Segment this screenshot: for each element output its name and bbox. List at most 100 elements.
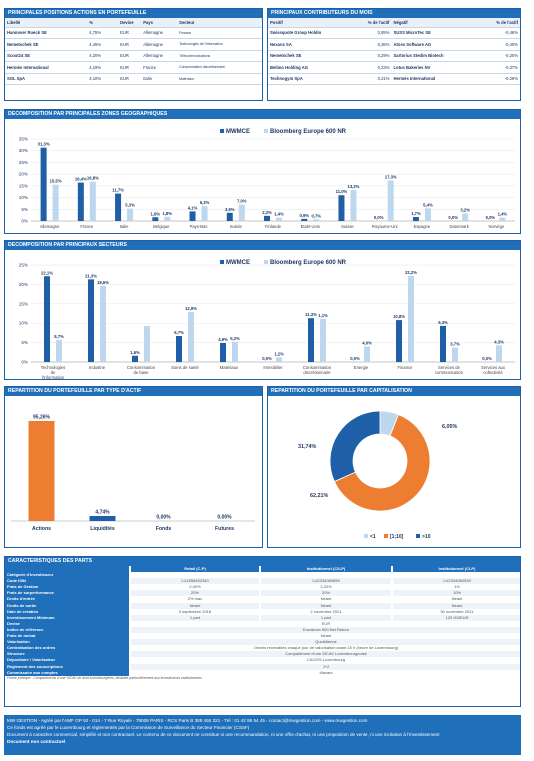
y-tick-label: 5% xyxy=(21,340,28,345)
table-cell: Belimo Holding AG xyxy=(268,61,354,74)
column-header: Institutionnel (CI-P) xyxy=(393,566,520,573)
bar xyxy=(164,216,171,221)
row-label: Valorisation xyxy=(5,639,129,646)
bar xyxy=(424,208,431,221)
cap-chart-panel: REPARTITION DU PORTEFEUILLE PAR CAPITALI… xyxy=(267,386,521,548)
geo-chart-title: DECOMPOSITION PAR PRINCIPALES ZONES GEOG… xyxy=(5,110,520,119)
table-row: Nemetschek SE 4,45% EUR Allemagne Technologi… xyxy=(5,38,262,51)
characteristics-title: CARACTERISTIQUES DES PARTS xyxy=(5,557,520,566)
x-tick-label: Belgique xyxy=(153,224,170,229)
row-label: Frais de Gestion xyxy=(5,584,129,591)
data-label: 11,0% xyxy=(336,189,348,194)
table-cell: 1% xyxy=(454,584,460,590)
bar xyxy=(152,217,159,221)
legend-swatch xyxy=(220,129,224,133)
bar xyxy=(364,346,370,362)
bar xyxy=(232,341,238,362)
contributors-table: Positif% de l'actif Négatif% de l'actif S… xyxy=(268,18,520,85)
bar xyxy=(440,325,446,362)
legend-label: <1 xyxy=(370,534,376,540)
table-cell: 20% xyxy=(131,590,259,597)
table-row: Dépositaire / Valorisateur CACEIS Luxembo… xyxy=(5,657,520,664)
table-row: Indice de référence Eurostoxx 600 Net Ret… xyxy=(5,626,520,634)
table-cell: Eurostoxx 600 Net Return xyxy=(131,626,520,634)
data-label: 0,0% xyxy=(262,356,272,361)
legend-label: [1;10] xyxy=(390,534,404,540)
table-cell: Hermès International xyxy=(5,61,88,74)
row-label: Droits d'entrée xyxy=(5,596,129,603)
table-cell: Compartiment d'une SICAV Luxembourgeoise xyxy=(131,651,520,658)
column-header: Libellé xyxy=(5,18,88,28)
y-tick-label: 20% xyxy=(19,282,28,287)
x-tick-label: discrétionnaire xyxy=(303,370,331,375)
row-label: Centralisation des ordres xyxy=(5,645,129,652)
data-label: 19,6% xyxy=(97,280,109,285)
x-tick-label: de base xyxy=(134,370,150,375)
data-label: 62,21% xyxy=(310,493,328,499)
bar xyxy=(56,339,62,362)
table-row: Frais de Gestion 2,00% 2,20% 1% xyxy=(5,584,520,591)
top-positions-title: PRINCIPALES POSITIONS ACTIONS EN PORTEFE… xyxy=(5,9,262,18)
table-cell: 4,10% xyxy=(87,73,119,85)
x-tick-label: Industrie xyxy=(89,365,106,370)
data-label: 1,1% xyxy=(318,313,328,318)
data-label: 0,9% xyxy=(299,213,309,218)
x-tick-label: Espagne xyxy=(414,224,431,229)
top-positions-table: Libellé% Devise Pays Secteur Hannover Rueck… xyxy=(5,18,262,85)
table-row: Frais de surperformance 20% 20% 10% xyxy=(5,590,520,597)
table-row: Technogym SpA 0,21% Hermès International -0… xyxy=(268,73,520,85)
table-cell: Lotus Bakeries NV xyxy=(391,61,478,74)
table-cell: 125 000EUR xyxy=(393,614,520,621)
bar xyxy=(89,181,96,221)
table-cell: EUR xyxy=(118,50,142,62)
bar xyxy=(350,190,357,221)
bar xyxy=(100,285,106,362)
table-row: Swissquote Group Holdin 0,85% SUSS MicroTe… xyxy=(268,27,520,39)
legend-swatch xyxy=(384,534,388,538)
bar xyxy=(132,355,138,362)
data-label: 0,7% xyxy=(311,213,321,218)
table-cell: 3 septembre 2018 xyxy=(178,608,212,614)
data-label: 0,0% xyxy=(482,356,492,361)
table-cell: 4,19% xyxy=(87,61,119,74)
y-tick-label: 25% xyxy=(19,263,28,268)
data-label: 0,0% xyxy=(350,356,360,361)
bar xyxy=(77,182,84,221)
x-tick-label: Actions xyxy=(32,526,51,532)
table-cell: 4,20% xyxy=(87,50,119,62)
x-tick-label: Finlande xyxy=(265,224,282,229)
x-tick-label: Danemark xyxy=(449,224,469,229)
geo-chart: 0% 5% 10% 15% 20% 25% 30% 35% MWMCE Bloomberg Eur… xyxy=(19,129,515,229)
legend-label: >10 xyxy=(422,534,431,540)
footer: MW GESTION - Agréé par l'AMF GP 92 - 014… xyxy=(4,715,521,755)
data-label: 6,05% xyxy=(442,424,457,430)
asset-chart-title: REPARTITION DU PORTEFEUILLE PAR TYPE D'A… xyxy=(5,387,262,396)
table-cell: 0,21% xyxy=(353,73,392,85)
bar xyxy=(127,208,134,221)
table-cell: EUR xyxy=(321,620,331,626)
sector-chart-panel: DECOMPOSITION PAR PRINCIPAUX SECTEURS 0%… xyxy=(4,240,521,380)
table-cell: J+2 xyxy=(131,663,520,670)
legend-swatch xyxy=(416,534,420,538)
data-label: 4,74% xyxy=(95,510,110,516)
table-cell: 30 novembre 2021 xyxy=(440,608,474,614)
table-cell: LU1858452340 xyxy=(131,578,259,585)
row-label: Droits de sortie xyxy=(5,602,129,609)
table-cell: Consommation discrétionnaire xyxy=(177,61,262,74)
data-label: 95,26% xyxy=(33,414,51,420)
pie-slice xyxy=(329,410,381,483)
legend-swatch xyxy=(264,129,268,133)
table-row: Frais de rachat Néant xyxy=(5,633,520,640)
data-label: 0,0% xyxy=(448,215,458,220)
bar xyxy=(28,420,55,521)
data-label: 1,4% xyxy=(274,212,284,217)
footer-line-3: Document à caractère commercial, simplif… xyxy=(7,732,440,737)
data-label: 13,2% xyxy=(348,184,360,189)
data-label: 12,9% xyxy=(185,306,197,311)
data-label: 11,7% xyxy=(112,188,124,193)
column-header: Pays xyxy=(141,18,178,28)
data-label: 1,2% xyxy=(274,351,284,356)
data-label: 2,2% xyxy=(262,210,272,215)
x-tick-label: communication xyxy=(435,370,464,375)
data-label: 3,7% xyxy=(450,342,460,347)
